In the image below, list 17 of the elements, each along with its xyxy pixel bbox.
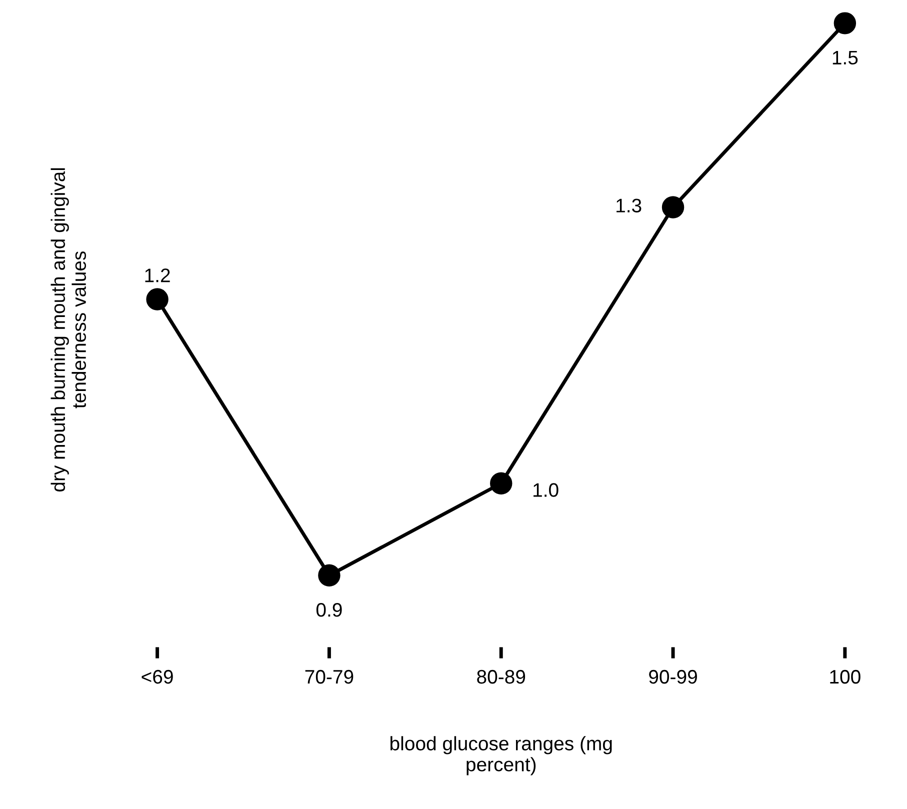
- data-label: 1.5: [832, 50, 858, 65]
- point: [146, 288, 168, 310]
- point: [662, 196, 684, 218]
- x-axis-title: blood glucose ranges (mg percent): [390, 736, 612, 776]
- point: [834, 12, 856, 34]
- data-label: 1.0: [534, 483, 558, 497]
- x-tick-label: 100: [830, 670, 860, 684]
- point: [490, 472, 512, 494]
- data-label: 0.9: [316, 602, 342, 617]
- x-tick-label: 90-99: [649, 670, 697, 684]
- y-axis-title: dry mouth burning mouth and gingival tenderness values: [50, 168, 86, 492]
- data-label: 1.2: [145, 268, 170, 282]
- x-tick-label: <69: [142, 670, 173, 684]
- point: [318, 564, 340, 587]
- data-label: 1.3: [616, 198, 642, 212]
- x-tick-label: 70-79: [305, 670, 354, 684]
- x-tick-label: 80-89: [477, 670, 526, 684]
